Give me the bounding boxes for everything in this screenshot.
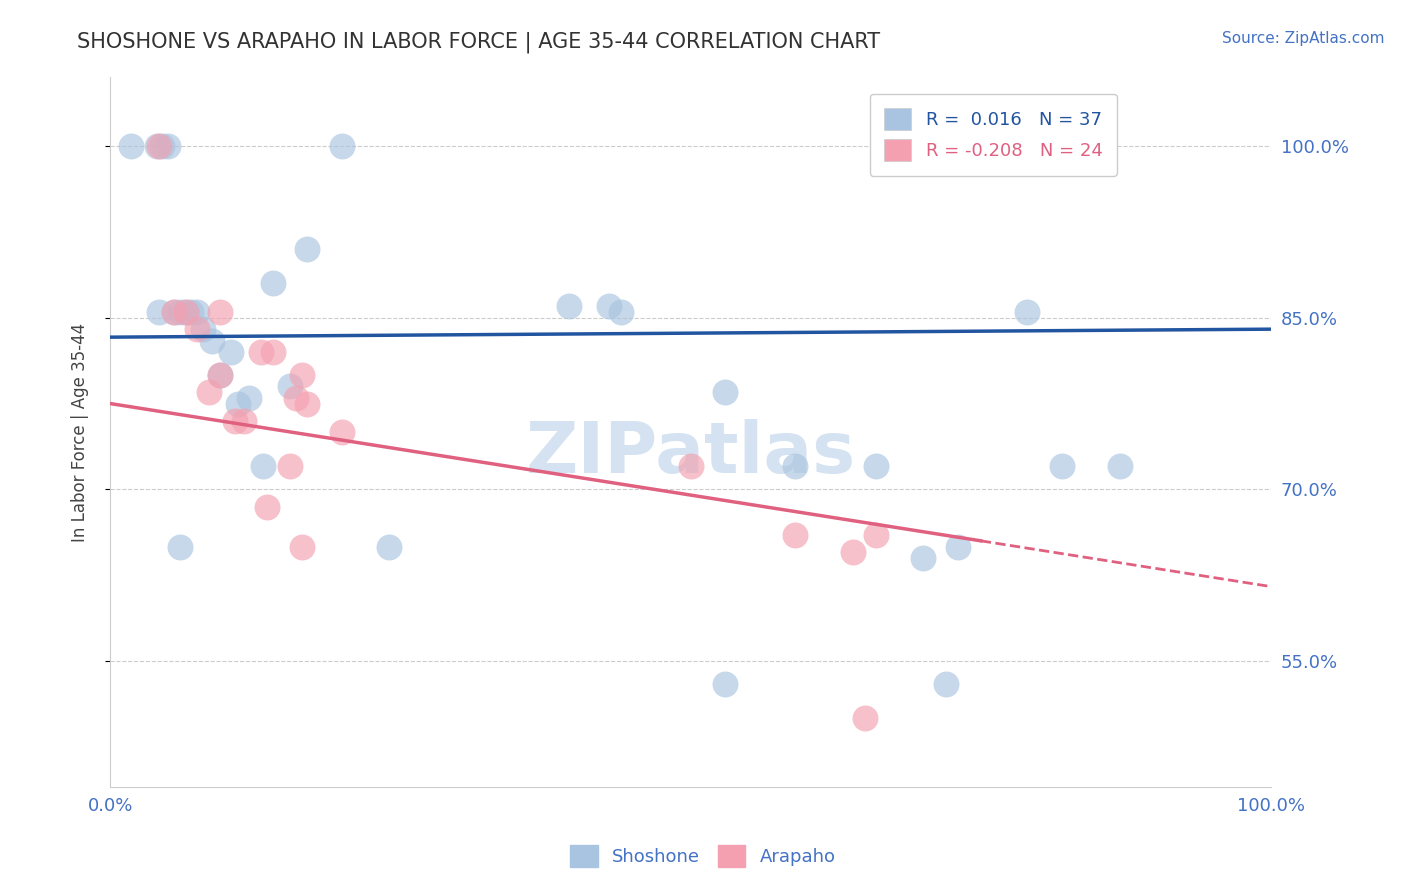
Point	[209, 368, 232, 382]
Point	[853, 711, 876, 725]
Point	[157, 139, 180, 153]
Point	[250, 345, 273, 359]
Point	[120, 139, 142, 153]
Point	[714, 677, 737, 691]
Point	[783, 459, 806, 474]
Point	[201, 334, 224, 348]
Point	[145, 139, 167, 153]
Point	[256, 500, 278, 514]
Point	[224, 414, 246, 428]
Point	[946, 540, 969, 554]
Point	[209, 305, 232, 319]
Point	[291, 368, 314, 382]
Point	[186, 305, 208, 319]
Point	[226, 396, 249, 410]
Point	[911, 551, 934, 566]
Point	[679, 459, 702, 474]
Point	[238, 391, 260, 405]
Point	[262, 345, 284, 359]
Point	[278, 459, 301, 474]
Text: SHOSHONE VS ARAPAHO IN LABOR FORCE | AGE 35-44 CORRELATION CHART: SHOSHONE VS ARAPAHO IN LABOR FORCE | AGE…	[77, 31, 880, 53]
Legend: Shoshone, Arapaho: Shoshone, Arapaho	[564, 838, 842, 874]
Point	[330, 139, 353, 153]
Point	[191, 322, 214, 336]
Point	[174, 305, 197, 319]
Y-axis label: In Labor Force | Age 35-44: In Labor Force | Age 35-44	[72, 323, 89, 541]
Legend: R =  0.016   N = 37, R = -0.208   N = 24: R = 0.016 N = 37, R = -0.208 N = 24	[870, 94, 1116, 176]
Text: ZIPatlas: ZIPatlas	[526, 419, 856, 488]
Point	[865, 459, 887, 474]
Point	[297, 242, 319, 256]
Point	[148, 139, 170, 153]
Point	[557, 299, 579, 313]
Point	[783, 528, 806, 542]
Point	[262, 277, 284, 291]
Point	[278, 379, 301, 393]
Point	[163, 305, 186, 319]
Point	[610, 305, 633, 319]
Point	[377, 540, 399, 554]
Point	[330, 425, 353, 439]
Point	[209, 368, 232, 382]
Point	[180, 305, 202, 319]
Point	[1017, 305, 1039, 319]
Point	[169, 305, 191, 319]
Text: Source: ZipAtlas.com: Source: ZipAtlas.com	[1222, 31, 1385, 46]
Point	[1050, 459, 1073, 474]
Point	[232, 414, 254, 428]
Point	[163, 305, 186, 319]
Point	[150, 139, 173, 153]
Point	[714, 385, 737, 400]
Point	[169, 540, 191, 554]
Point	[297, 396, 319, 410]
Point	[598, 299, 620, 313]
Point	[252, 459, 274, 474]
Point	[174, 305, 197, 319]
Point	[935, 677, 957, 691]
Point	[842, 545, 865, 559]
Point	[219, 345, 242, 359]
Point	[865, 528, 887, 542]
Point	[284, 391, 307, 405]
Point	[148, 305, 170, 319]
Point	[186, 322, 208, 336]
Point	[197, 385, 219, 400]
Point	[1109, 459, 1132, 474]
Point	[291, 540, 314, 554]
